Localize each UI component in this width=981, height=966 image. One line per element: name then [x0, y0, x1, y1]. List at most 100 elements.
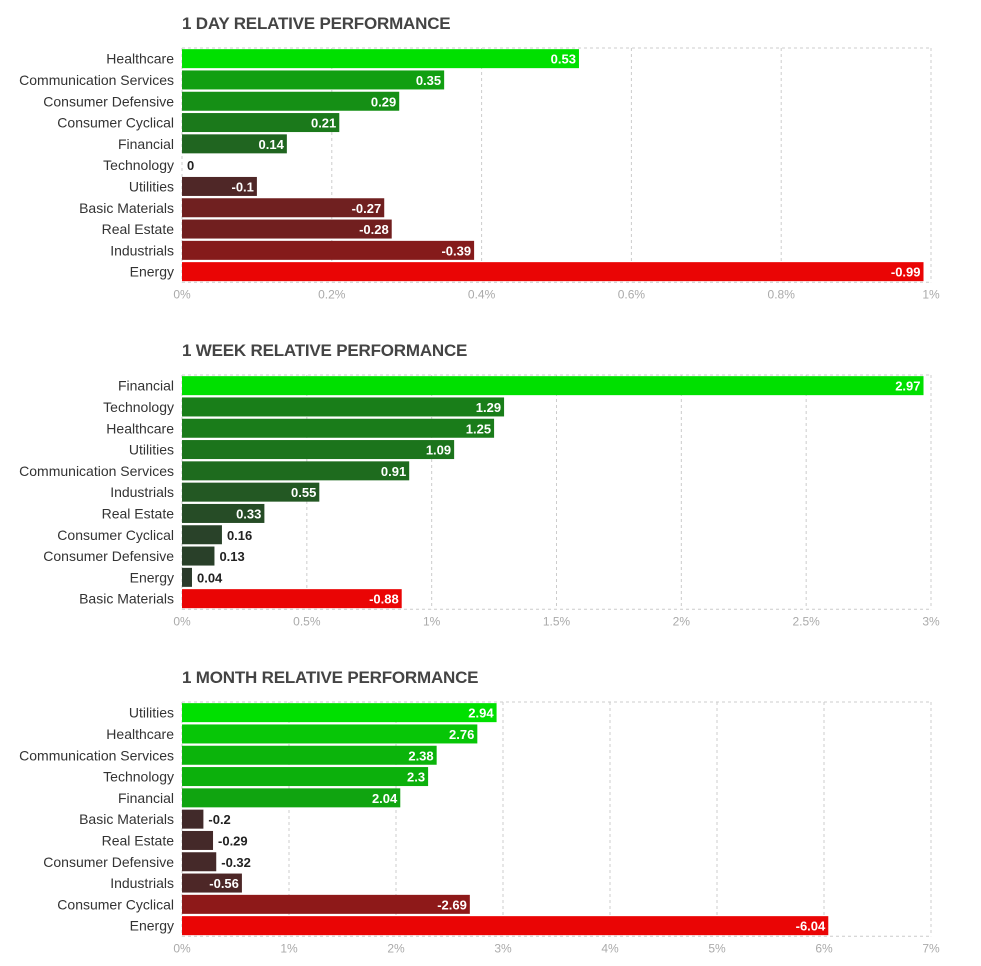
- bar: [182, 546, 215, 566]
- value-label: 0.21: [311, 116, 336, 131]
- bar: [182, 830, 214, 850]
- x-tick-label: 1.5%: [543, 614, 571, 628]
- category-label: Communication Services: [19, 747, 174, 763]
- x-tick-label: 0%: [173, 941, 191, 955]
- value-label: 1.09: [426, 443, 451, 458]
- chart-title: 1 WEEK RELATIVE PERFORMANCE: [182, 341, 468, 360]
- bar: [182, 567, 192, 587]
- x-tick-label: 0.5%: [293, 614, 321, 628]
- category-label: Basic Materials: [79, 811, 174, 827]
- value-label: 2.38: [408, 748, 433, 763]
- category-label: Basic Materials: [79, 200, 174, 216]
- bar: [182, 219, 392, 239]
- value-label: 0.29: [371, 94, 396, 109]
- bar: [182, 198, 385, 218]
- value-label: -0.27: [352, 201, 382, 216]
- value-label: -2.69: [437, 897, 467, 912]
- value-label: -0.32: [221, 855, 251, 870]
- category-label: Energy: [130, 918, 174, 934]
- x-tick-label: 2.5%: [792, 614, 820, 628]
- category-label: Industrials: [110, 875, 174, 891]
- grid: [181, 374, 932, 610]
- category-label: Consumer Cyclical: [57, 527, 174, 543]
- x-tick-label: 6%: [815, 941, 833, 955]
- bar: [182, 767, 429, 787]
- bar: [182, 461, 410, 481]
- category-label: Energy: [130, 264, 174, 280]
- value-label: 0.14: [259, 137, 285, 152]
- bar: [182, 873, 242, 893]
- value-label: 0.04: [197, 570, 223, 585]
- value-label: 2.3: [407, 770, 425, 785]
- value-label: -0.28: [359, 222, 389, 237]
- chart-title: 1 MONTH RELATIVE PERFORMANCE: [182, 668, 479, 687]
- bar: [182, 589, 402, 609]
- bar: [182, 503, 265, 523]
- bar: [182, 262, 924, 282]
- category-label: Financial: [118, 378, 174, 394]
- chart-title: 1 DAY RELATIVE PERFORMANCE: [182, 14, 451, 33]
- bar: [182, 240, 475, 260]
- value-label: -6.04: [796, 919, 826, 934]
- bar: [182, 440, 455, 460]
- category-label: Communication Services: [19, 72, 174, 88]
- x-tick-label: 0%: [173, 614, 191, 628]
- value-label: -0.56: [209, 876, 239, 891]
- value-label: 0.16: [227, 528, 252, 543]
- category-label: Technology: [103, 769, 174, 785]
- value-label: -0.88: [369, 592, 399, 607]
- value-label: 0.33: [236, 506, 261, 521]
- chart-1month: 0% 1% 2% 3% 4% 5% 6% 7% Utilities 2.94 Healthcare 2…: [19, 701, 940, 955]
- category-label: Healthcare: [106, 420, 174, 436]
- x-tick-label: 0.8%: [768, 287, 796, 301]
- value-label: 0.35: [416, 73, 441, 88]
- bar: [182, 134, 287, 154]
- value-label: 1.29: [476, 400, 501, 415]
- value-label: -0.2: [208, 812, 230, 827]
- bar: [182, 788, 401, 808]
- category-label: Real Estate: [102, 832, 175, 848]
- value-label: -0.39: [441, 243, 471, 258]
- category-label: Consumer Defensive: [43, 854, 174, 870]
- x-tick-label: 3%: [922, 614, 940, 628]
- x-tick-label: 0.6%: [618, 287, 646, 301]
- grid: [181, 47, 932, 283]
- value-label: 0.53: [551, 52, 576, 67]
- x-tick-label: 0.2%: [318, 287, 346, 301]
- chart-1week: 0% 0.5% 1% 1.5% 2% 2.5% 3% Financial 2.97 Technol…: [19, 374, 940, 628]
- x-tick-label: 7%: [922, 941, 940, 955]
- value-label: 0: [187, 158, 194, 173]
- category-label: Consumer Cyclical: [57, 896, 174, 912]
- category-label: Consumer Defensive: [43, 93, 174, 109]
- value-label: 2.04: [372, 791, 398, 806]
- category-label: Technology: [103, 157, 174, 173]
- bar: [182, 525, 222, 545]
- bar: [182, 809, 204, 829]
- category-label: Technology: [103, 399, 174, 415]
- value-label: 0.55: [291, 485, 316, 500]
- bar: [182, 703, 497, 723]
- value-label: 1.25: [466, 421, 491, 436]
- category-label: Financial: [118, 136, 174, 152]
- value-label: 0.13: [219, 549, 244, 564]
- bar: [182, 70, 445, 90]
- category-label: Real Estate: [102, 221, 175, 237]
- bar: [182, 724, 478, 744]
- x-tick-label: 2%: [387, 941, 405, 955]
- category-label: Real Estate: [102, 505, 175, 521]
- x-tick-label: 1%: [280, 941, 298, 955]
- bar: [182, 376, 924, 396]
- category-label: Consumer Defensive: [43, 548, 174, 564]
- category-label: Utilities: [129, 705, 174, 721]
- category-label: Financial: [118, 790, 174, 806]
- bar: [182, 397, 505, 417]
- x-tick-label: 5%: [708, 941, 726, 955]
- bar: [182, 418, 495, 438]
- grid: [181, 701, 932, 937]
- value-label: 2.94: [468, 706, 494, 721]
- category-label: Energy: [130, 569, 174, 585]
- category-label: Healthcare: [106, 51, 174, 67]
- category-label: Industrials: [110, 484, 174, 500]
- x-tick-label: 1%: [922, 287, 940, 301]
- x-tick-label: 4%: [601, 941, 619, 955]
